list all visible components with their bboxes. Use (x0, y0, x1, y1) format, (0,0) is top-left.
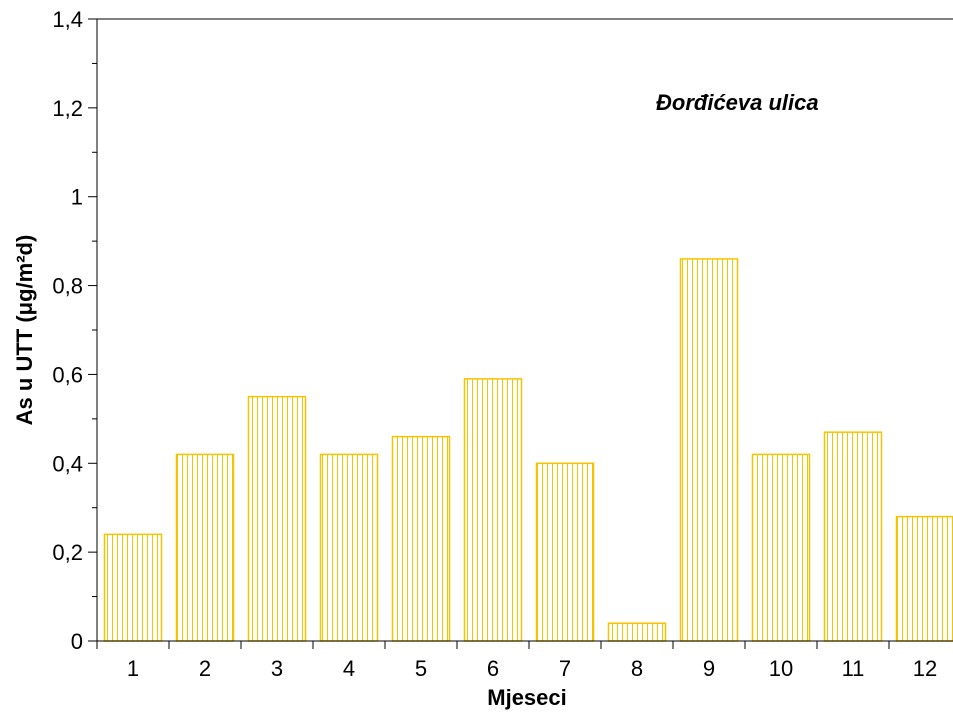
chart-annotation: Đorđićeva ulica (656, 90, 819, 115)
x-tick-label: 12 (913, 656, 937, 681)
x-tick-label: 5 (415, 656, 427, 681)
x-tick-label: 3 (271, 656, 283, 681)
x-tick-label: 1 (127, 656, 139, 681)
x-tick-label: 11 (842, 656, 865, 681)
y-tick-label: 0,8 (52, 274, 83, 299)
bar-month-1 (103, 533, 163, 642)
y-tick-label: 1,2 (52, 96, 83, 121)
y-tick-label: 1,4 (52, 7, 83, 32)
x-tick-label: 7 (559, 656, 571, 681)
x-tick-label: 4 (343, 656, 355, 681)
bar-month-4 (319, 453, 379, 642)
y-tick-label: 0,2 (52, 540, 83, 565)
bar-month-8 (607, 622, 667, 642)
y-axis-title: As u UTT (μg/m²d) (12, 235, 37, 426)
bar-month-10 (751, 453, 811, 642)
bar-month-2 (175, 453, 235, 642)
y-tick-label: 0,4 (52, 451, 83, 476)
tick-labels: 00,20,40,60,811,21,41 2 3 4 5 6 7 8 9 10 11 12 (52, 7, 937, 681)
axes (88, 18, 953, 649)
y-tick-label: 1 (71, 185, 83, 210)
bar-month-12 (895, 515, 953, 642)
x-tick-label: 8 (631, 656, 643, 681)
x-tick-label: 6 (487, 656, 499, 681)
x-tick-label: 9 (703, 656, 715, 681)
bars (103, 258, 953, 642)
x-tick-label: 2 (199, 656, 211, 681)
bar-month-6 (463, 378, 523, 642)
bar-month-9 (679, 258, 739, 642)
y-tick-label: 0,6 (52, 362, 83, 387)
bar-month-7 (535, 462, 595, 642)
x-axis-title: Mjeseci (487, 685, 567, 710)
y-tick-label: 0 (71, 629, 83, 654)
bar-month-11 (823, 431, 883, 642)
bar-month-5 (391, 435, 451, 642)
bar-month-3 (247, 395, 307, 642)
x-tick-label: 10 (769, 656, 793, 681)
